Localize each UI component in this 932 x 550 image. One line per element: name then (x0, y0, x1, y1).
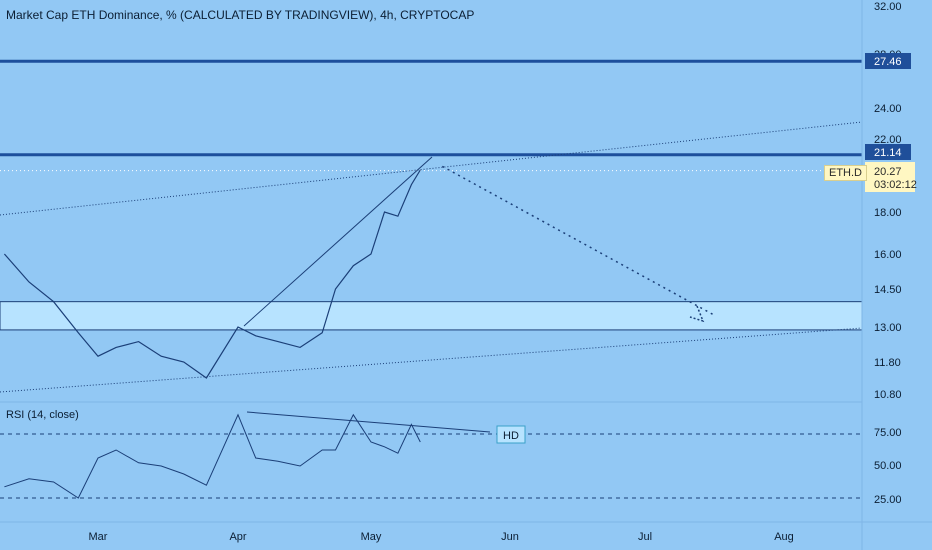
hd-annotation-box (496, 425, 526, 444)
level-badge-mid-text: 21.14 (874, 147, 902, 159)
time-label: Jun (501, 531, 519, 543)
price-tick: 14.50 (874, 284, 902, 296)
rsi-tick: 75.00 (874, 427, 902, 439)
price-tick: 10.80 (874, 389, 902, 401)
demand-zone (0, 301, 863, 331)
hd-annotation-label: HD (503, 430, 519, 442)
price-tick: 16.00 (874, 249, 902, 261)
rsi-tick: 50.00 (874, 460, 902, 472)
rsi-series-line (4, 413, 421, 499)
time-label: Aug (774, 531, 794, 543)
current-price-badge (865, 162, 915, 192)
countdown-text: 03:02:12 (874, 179, 917, 191)
time-label: Mar (89, 531, 108, 543)
price-tick: 11.80 (874, 357, 901, 369)
rising-channel-top (0, 121, 863, 216)
rsi-title: RSI (14, close) (6, 409, 79, 421)
projection-arrow (441, 165, 714, 315)
rsi-divergence-line (246, 411, 491, 433)
price-tick: 18.00 (874, 207, 902, 219)
chart-title: Market Cap ETH Dominance, % (CALCULATED … (6, 8, 475, 22)
price-tick: 32.00 (874, 1, 902, 13)
time-label: Apr (229, 531, 246, 543)
price-tick: 24.00 (874, 103, 902, 115)
time-label: May (361, 531, 382, 543)
price-tick: 13.00 (874, 322, 902, 334)
projection-arrowhead (689, 305, 705, 323)
ticker-label: ETH.D (824, 165, 867, 181)
rally-trendline (243, 156, 433, 327)
time-label: Jul (638, 531, 652, 543)
level-badge-mid (865, 144, 911, 160)
rsi-tick: 25.00 (874, 494, 902, 506)
current-price-text: 20.27 (874, 166, 902, 178)
rising-channel-bottom (0, 327, 863, 393)
price-tick: 22.00 (874, 134, 902, 146)
level-badge-top (865, 53, 911, 69)
level-badge-top-text: 27.46 (874, 56, 902, 68)
price-series-line (3, 169, 421, 379)
